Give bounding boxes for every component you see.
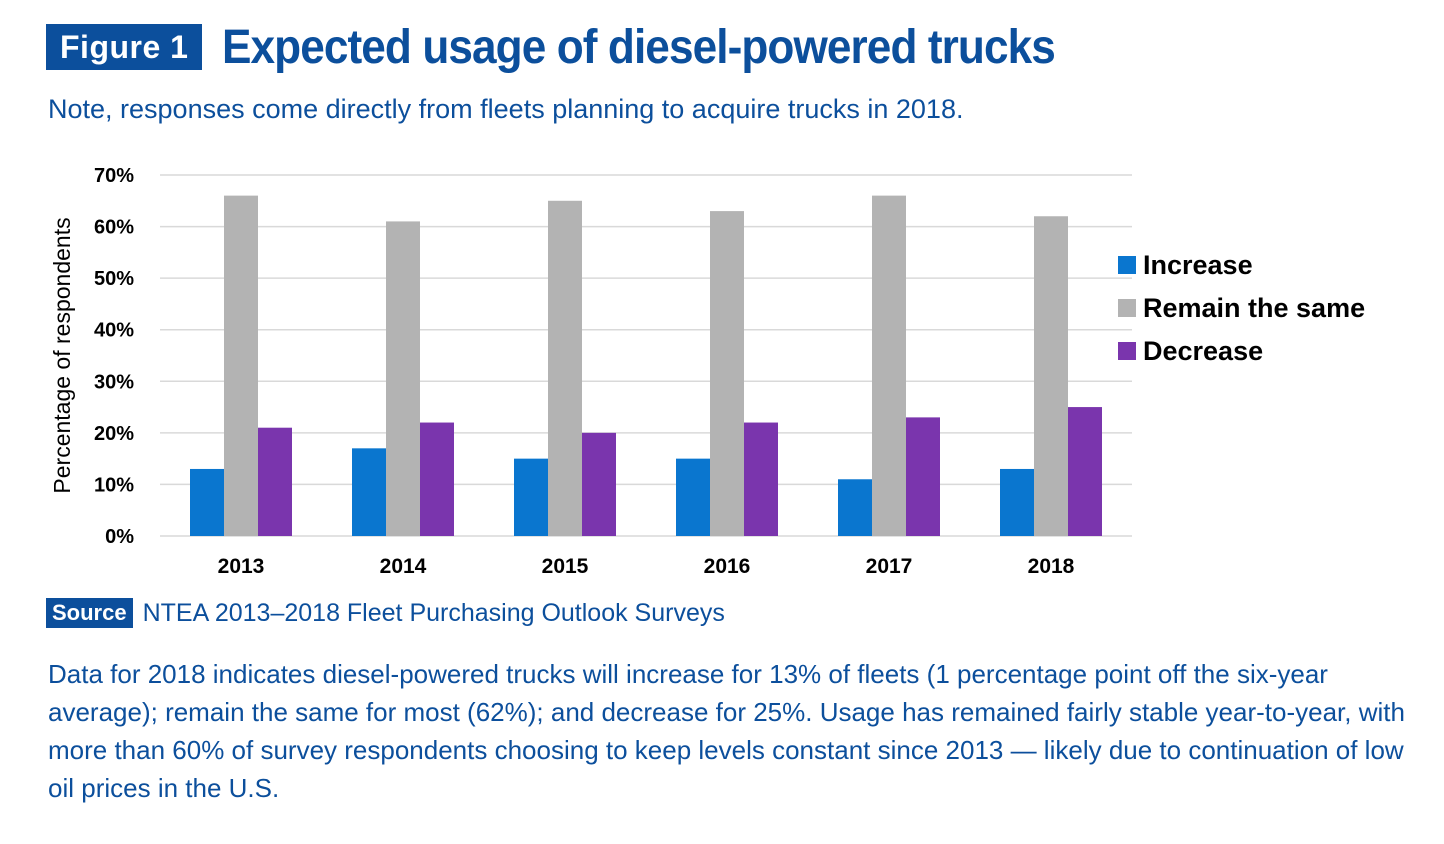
x-tick-label: 2016 <box>704 555 751 578</box>
bar <box>710 211 744 536</box>
bar <box>224 195 258 536</box>
y-tick-label: 40% <box>94 320 134 342</box>
bar <box>420 422 454 536</box>
y-tick-label: 60% <box>94 217 134 239</box>
figure-title: Expected usage of diesel-powered trucks <box>222 20 1056 74</box>
y-tick-label: 50% <box>94 268 134 290</box>
bar <box>352 448 386 536</box>
x-tick-label: 2017 <box>866 555 913 578</box>
source-badge: Source <box>46 598 133 628</box>
figure-header: Figure 1 Expected usage of diesel-powere… <box>46 20 1128 74</box>
bar <box>872 195 906 536</box>
bar <box>190 468 224 536</box>
legend-label: Decrease <box>1143 336 1263 366</box>
bar <box>1034 216 1068 536</box>
source-text: NTEA 2013–2018 Fleet Purchasing Outlook … <box>142 598 725 627</box>
y-axis-title: Percentage of respondents <box>49 217 75 493</box>
figure-badge: Figure 1 <box>46 24 203 70</box>
bar <box>906 417 940 536</box>
bar <box>548 200 582 536</box>
bar <box>744 422 778 536</box>
bar <box>838 479 872 536</box>
legend-swatch <box>1118 299 1136 317</box>
x-tick-label: 2015 <box>542 555 589 578</box>
bar <box>676 458 710 536</box>
legend-label: Increase <box>1143 250 1253 280</box>
source-row: Source NTEA 2013–2018 Fleet Purchasing O… <box>46 598 725 628</box>
bar <box>1000 468 1034 536</box>
x-tick-label: 2013 <box>218 555 265 578</box>
legend-swatch <box>1118 342 1136 360</box>
y-tick-label: 30% <box>94 371 134 393</box>
bar <box>514 458 548 536</box>
y-tick-label: 70% <box>94 165 134 187</box>
legend-label: Remain the same <box>1143 293 1365 323</box>
bar <box>258 427 292 536</box>
y-tick-label: 10% <box>94 474 134 496</box>
y-tick-label: 0% <box>105 526 134 548</box>
x-tick-label: 2014 <box>380 555 427 578</box>
bar <box>386 221 420 536</box>
bar <box>1068 407 1102 536</box>
bar <box>582 432 616 536</box>
x-tick-label: 2018 <box>1028 555 1075 578</box>
legend-swatch <box>1118 256 1136 274</box>
y-tick-label: 20% <box>94 423 134 445</box>
bar-chart: 0% 10% 20% 30% 40% 50% 60% 70% Percentage of res… <box>49 165 1365 578</box>
figure-note: Note, responses come directly from fleet… <box>48 94 964 124</box>
description-text: Data for 2018 indicates diesel-powered t… <box>48 659 1405 803</box>
